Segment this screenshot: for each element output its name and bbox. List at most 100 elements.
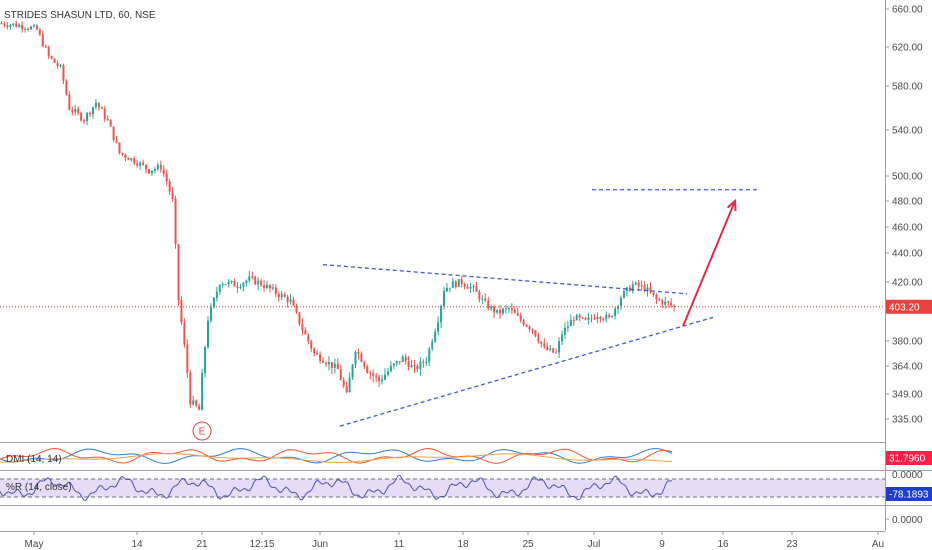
candle — [481, 295, 484, 304]
candle — [386, 368, 389, 377]
candle — [445, 282, 448, 292]
candle — [655, 292, 658, 305]
candle — [168, 178, 171, 196]
candle — [50, 55, 53, 60]
candle — [673, 304, 676, 312]
candle — [112, 126, 115, 143]
candle — [274, 284, 277, 298]
candle — [457, 279, 460, 288]
candle — [77, 106, 80, 116]
candle — [153, 167, 156, 174]
candle — [159, 160, 162, 173]
candle — [496, 309, 499, 315]
dmi-pane[interactable]: DMI (14, 14) — [0, 442, 885, 466]
candle — [611, 315, 614, 319]
candle — [401, 354, 404, 363]
price-scale[interactable]: 660.00 620.00 580.00 540.00 500.00 480.00 460.… — [885, 0, 932, 531]
candle — [490, 304, 493, 311]
candle — [469, 282, 472, 293]
candle — [419, 357, 422, 376]
candle — [150, 170, 153, 176]
candle — [124, 153, 127, 162]
candle — [32, 23, 35, 28]
price-scale-label: 420.00 — [892, 278, 923, 289]
candle — [319, 351, 322, 364]
candle — [634, 281, 637, 286]
candle — [602, 317, 605, 322]
candle — [207, 316, 209, 349]
candle — [587, 312, 590, 325]
candle — [404, 353, 407, 365]
candle — [330, 362, 333, 375]
main-pane[interactable]: E STRIDES SHASUN LTD, 60, NSE — [0, 0, 885, 442]
candle — [62, 63, 65, 85]
dmi-title: DMI (14, 14) — [6, 454, 62, 465]
candle — [100, 106, 103, 110]
candle — [94, 98, 97, 110]
time-axis-label: 25 — [522, 539, 534, 550]
candle — [596, 312, 599, 324]
candle — [136, 159, 139, 168]
candle — [605, 311, 608, 323]
candle — [118, 142, 121, 155]
candle — [575, 313, 578, 321]
time-axis-label: May — [25, 539, 44, 550]
candle — [531, 328, 534, 335]
candle — [310, 339, 313, 352]
candle — [437, 316, 440, 336]
earnings-badge-text: E — [199, 427, 206, 438]
candle — [451, 277, 454, 288]
candle — [18, 23, 21, 28]
time-axis-label: 9 — [659, 539, 665, 550]
time-axis-label: 11 — [394, 539, 405, 550]
candle — [549, 344, 552, 352]
candle — [375, 372, 378, 383]
candle — [24, 27, 27, 33]
candle — [507, 306, 510, 313]
breakout-arrow[interactable] — [682, 198, 737, 327]
candle — [475, 281, 478, 292]
candle — [3, 21, 6, 28]
time-axis-label: 12:15 — [249, 539, 274, 550]
lower-trendline[interactable] — [339, 316, 714, 427]
willr-value-badge: -78.1893 — [886, 487, 932, 501]
candle — [65, 79, 68, 96]
upper-trendline[interactable] — [322, 263, 688, 295]
trendline-group[interactable] — [322, 189, 757, 427]
candle — [658, 297, 661, 302]
candle — [546, 342, 549, 351]
candle — [513, 306, 516, 314]
last-price-badge: 403.20 — [886, 299, 932, 314]
candle — [68, 91, 71, 111]
candle — [448, 287, 451, 293]
candle — [251, 271, 254, 280]
price-scale-label: 364.00 — [892, 362, 923, 373]
time-axis-label: 18 — [457, 539, 469, 550]
candle — [519, 312, 522, 323]
candle — [254, 275, 257, 286]
candle — [566, 321, 569, 333]
candle — [354, 350, 357, 369]
candle — [425, 357, 428, 367]
candle — [295, 303, 298, 314]
candle — [280, 291, 283, 301]
candle — [189, 369, 192, 408]
candle — [201, 369, 204, 411]
candle — [27, 27, 30, 32]
candle — [242, 281, 245, 292]
price-scale-label: 460.00 — [892, 223, 923, 234]
earnings-marker[interactable]: E — [192, 421, 212, 441]
price-scale-label: 660.00 — [892, 5, 923, 16]
candle — [499, 304, 502, 319]
candle — [91, 106, 94, 119]
candle — [372, 369, 375, 383]
candle — [71, 106, 74, 116]
willr-pane[interactable]: %R (14, close) — [0, 470, 932, 506]
price-scale-label: 620.00 — [892, 43, 923, 54]
candle — [292, 296, 295, 307]
candle — [664, 296, 667, 309]
candle — [366, 364, 369, 374]
candle — [271, 283, 274, 291]
time-axis[interactable]: May 14 21 12:15 Jun 11 18 25 Jul 9 16 23 Au — [0, 531, 885, 550]
